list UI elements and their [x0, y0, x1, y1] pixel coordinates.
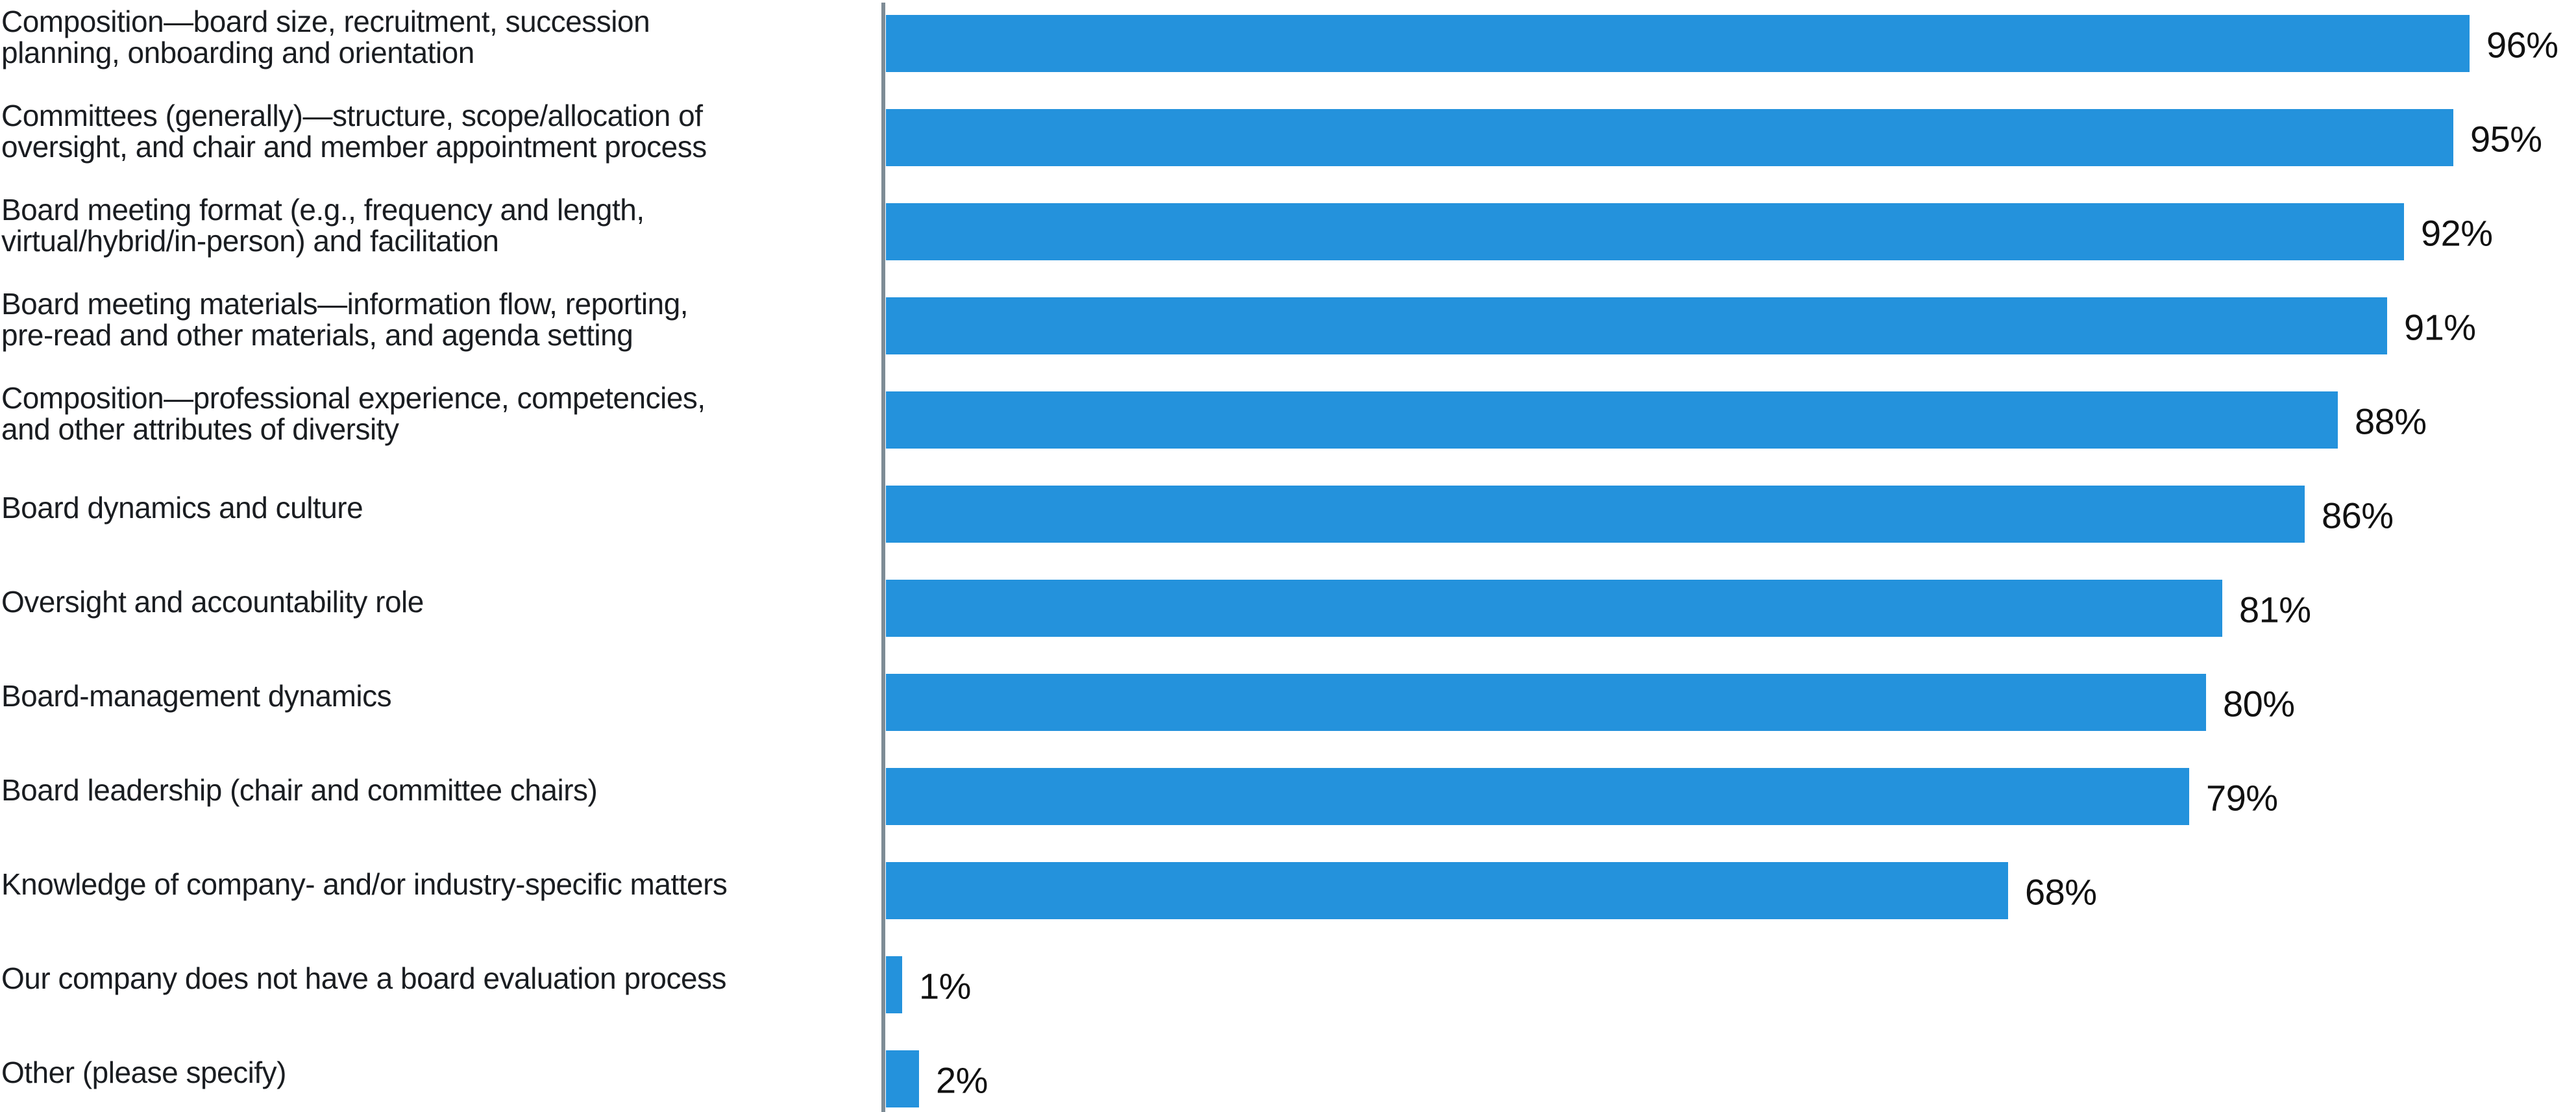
category-label: Knowledge of company- and/or industry-sp… [1, 869, 871, 900]
chart-row: Board meeting format (e.g., frequency an… [0, 194, 2576, 260]
category-label-line: Committees (generally)—structure, scope/… [1, 99, 703, 132]
category-label: Board meeting format (e.g., frequency an… [1, 194, 871, 256]
chart-row: Board dynamics and culture 86% [0, 486, 2576, 543]
category-label-line: virtual/hybrid/in-person) and facilitati… [1, 224, 499, 258]
category-label-line: planning, onboarding and orientation [1, 36, 474, 69]
value-label: 91% [2404, 306, 2476, 348]
value-label: 96% [2486, 24, 2558, 66]
value-label: 2% [936, 1059, 988, 1101]
chart-row: Composition—professional experience, com… [0, 382, 2576, 449]
bar [886, 862, 2008, 919]
category-label-line: Composition—board size, recruitment, suc… [1, 5, 650, 38]
category-label: Our company does not have a board evalua… [1, 963, 871, 994]
value-label: 81% [2239, 589, 2311, 630]
bar [886, 674, 2206, 731]
category-label: Board dynamics and culture [1, 492, 871, 523]
category-label: Committees (generally)—structure, scope/… [1, 100, 871, 162]
value-label: 92% [2421, 212, 2493, 254]
bar [886, 956, 902, 1013]
category-label: Composition—board size, recruitment, suc… [1, 6, 871, 68]
category-label-line: Board leadership (chair and committee ch… [1, 773, 598, 807]
bar [886, 297, 2387, 354]
chart-row: Other (please specify) 2% [0, 1050, 2576, 1107]
category-label-line: Board meeting materials—information flow… [1, 287, 689, 321]
value-label: 86% [2322, 495, 2394, 536]
value-label: 68% [2025, 871, 2097, 913]
category-label-line: Board meeting format (e.g., frequency an… [1, 193, 644, 227]
chart-row: Our company does not have a board evalua… [0, 956, 2576, 1013]
chart-row: Board leadership (chair and committee ch… [0, 768, 2576, 825]
value-label: 80% [2223, 683, 2295, 724]
category-label-line: Oversight and accountability role [1, 585, 424, 619]
bar [886, 15, 2470, 72]
bar [886, 486, 2305, 543]
category-label-line: oversight, and chair and member appointm… [1, 130, 707, 164]
category-label-line: pre-read and other materials, and agenda… [1, 318, 633, 352]
category-label: Board-management dynamics [1, 680, 871, 711]
category-label-line: Board-management dynamics [1, 679, 392, 713]
bar [886, 391, 2338, 449]
category-label-line: Our company does not have a board evalua… [1, 961, 727, 995]
category-label-line: Other (please specify) [1, 1056, 286, 1089]
category-label: Board leadership (chair and committee ch… [1, 774, 871, 806]
value-label: 95% [2470, 118, 2542, 160]
value-label: 79% [2206, 777, 2278, 819]
category-label-line: Board dynamics and culture [1, 491, 363, 525]
y-axis-line [881, 3, 885, 1112]
category-label-line: and other attributes of diversity [1, 412, 399, 446]
bar [886, 203, 2404, 260]
value-label: 1% [919, 965, 971, 1007]
bar [886, 109, 2453, 166]
bar [886, 768, 2189, 825]
chart-row: Board-management dynamics 80% [0, 674, 2576, 731]
bar [886, 1050, 919, 1107]
category-label: Composition—professional experience, com… [1, 382, 871, 445]
chart-row: Board meeting materials—information flow… [0, 288, 2576, 354]
category-label-line: Composition—professional experience, com… [1, 381, 705, 415]
chart-row: Committees (generally)—structure, scope/… [0, 100, 2576, 166]
value-label: 88% [2355, 401, 2427, 442]
category-label: Other (please specify) [1, 1057, 871, 1088]
chart-row: Knowledge of company- and/or industry-sp… [0, 862, 2576, 919]
bar [886, 580, 2222, 637]
category-label-line: Knowledge of company- and/or industry-sp… [1, 867, 728, 901]
chart-row: Composition—board size, recruitment, suc… [0, 6, 2576, 72]
category-label: Board meeting materials—information flow… [1, 288, 871, 351]
chart-row: Oversight and accountability role 81% [0, 580, 2576, 637]
category-label: Oversight and accountability role [1, 586, 871, 617]
